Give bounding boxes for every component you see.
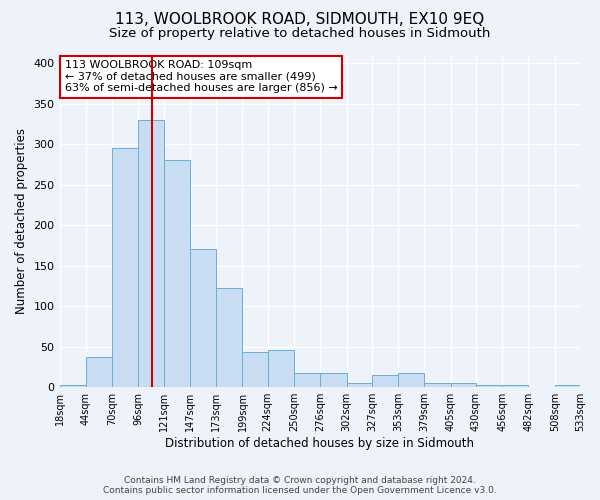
- X-axis label: Distribution of detached houses by size in Sidmouth: Distribution of detached houses by size …: [165, 437, 474, 450]
- Bar: [320, 374, 347, 387]
- Bar: [294, 374, 320, 387]
- Bar: [424, 383, 451, 387]
- Bar: [164, 160, 190, 387]
- Bar: [216, 288, 242, 387]
- Bar: [502, 385, 529, 387]
- Bar: [59, 385, 86, 387]
- Text: Size of property relative to detached houses in Sidmouth: Size of property relative to detached ho…: [109, 28, 491, 40]
- Bar: [268, 350, 294, 387]
- Bar: [398, 374, 424, 387]
- Bar: [242, 352, 268, 387]
- Bar: [476, 385, 502, 387]
- Bar: [139, 120, 164, 387]
- Bar: [347, 383, 372, 387]
- Text: 113, WOOLBROOK ROAD, SIDMOUTH, EX10 9EQ: 113, WOOLBROOK ROAD, SIDMOUTH, EX10 9EQ: [115, 12, 485, 28]
- Bar: [86, 357, 112, 387]
- Bar: [190, 250, 216, 387]
- Text: 113 WOOLBROOK ROAD: 109sqm
← 37% of detached houses are smaller (499)
63% of sem: 113 WOOLBROOK ROAD: 109sqm ← 37% of deta…: [65, 60, 337, 93]
- Y-axis label: Number of detached properties: Number of detached properties: [15, 128, 28, 314]
- Bar: [112, 148, 139, 387]
- Text: Contains HM Land Registry data © Crown copyright and database right 2024.
Contai: Contains HM Land Registry data © Crown c…: [103, 476, 497, 495]
- Bar: [372, 375, 398, 387]
- Bar: [555, 385, 580, 387]
- Bar: [451, 383, 476, 387]
